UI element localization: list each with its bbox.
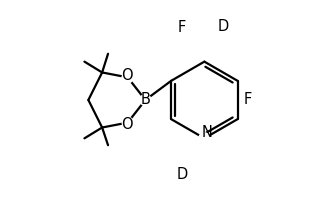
Text: O: O: [121, 68, 132, 83]
Text: N: N: [202, 125, 212, 140]
Text: F: F: [244, 92, 252, 108]
Circle shape: [140, 94, 151, 106]
Circle shape: [122, 72, 133, 83]
Circle shape: [199, 133, 210, 144]
Text: B: B: [140, 92, 150, 108]
Circle shape: [122, 117, 133, 128]
Text: D: D: [176, 167, 188, 182]
Text: F: F: [178, 20, 186, 35]
Text: D: D: [218, 19, 229, 34]
Text: O: O: [121, 117, 132, 132]
